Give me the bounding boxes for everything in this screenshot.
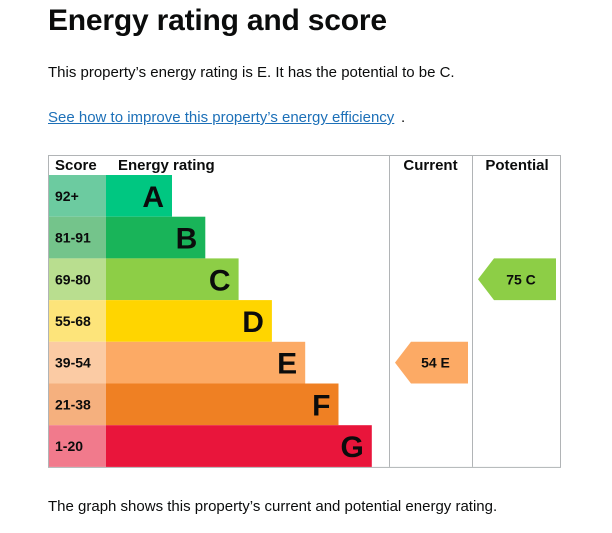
rating-letter-b: B <box>176 223 198 256</box>
score-cell-a <box>49 175 106 217</box>
score-label-a: 92+ <box>55 188 79 204</box>
score-cell-d <box>49 300 106 342</box>
potential-rating-arrow <box>478 258 556 301</box>
score-label-d: 55-68 <box>55 313 91 329</box>
chart-footnote: The graph shows this property’s current … <box>48 498 498 515</box>
score-cell-e <box>49 341 106 384</box>
score-label-b: 81-91 <box>55 230 91 246</box>
score-label-f: 21-38 <box>55 396 91 412</box>
rating-bar-e <box>106 341 306 384</box>
current-rating-label: 54 E <box>421 355 450 371</box>
rating-letter-f: F <box>312 389 330 422</box>
rating-bar-c <box>106 258 239 301</box>
header-potential: Potential <box>485 157 548 174</box>
rating-bar-b <box>106 216 206 259</box>
link-suffix: . <box>401 109 406 126</box>
rating-bar-g <box>106 425 372 467</box>
score-cell-g <box>49 425 106 467</box>
rating-summary: This property’s energy rating is E. It h… <box>48 64 455 81</box>
score-cell-b <box>49 216 106 259</box>
rating-letter-d: D <box>242 306 264 339</box>
header-energy-rating: Energy rating <box>118 157 215 174</box>
header-score: Score <box>55 157 97 174</box>
score-cell-c <box>49 258 106 301</box>
rating-letter-a: A <box>142 181 164 214</box>
improve-efficiency-link[interactable]: See how to improve this property’s energ… <box>48 109 395 126</box>
rating-bar-d <box>106 300 272 342</box>
header-current: Current <box>403 157 457 174</box>
potential-rating-label: 75 C <box>506 271 536 287</box>
rating-bar-f <box>106 383 339 426</box>
score-label-c: 69-80 <box>55 271 91 287</box>
rating-letter-c: C <box>209 264 231 297</box>
rating-bar-a <box>106 175 172 217</box>
score-label-e: 39-54 <box>55 355 91 371</box>
score-cell-f <box>49 383 106 426</box>
current-rating-arrow <box>395 341 468 384</box>
rating-letter-e: E <box>277 348 297 381</box>
score-label-g: 1-20 <box>55 438 83 454</box>
rating-letter-g: G <box>340 431 363 464</box>
page-title: Energy rating and score <box>48 4 387 37</box>
chart-border <box>48 155 561 468</box>
